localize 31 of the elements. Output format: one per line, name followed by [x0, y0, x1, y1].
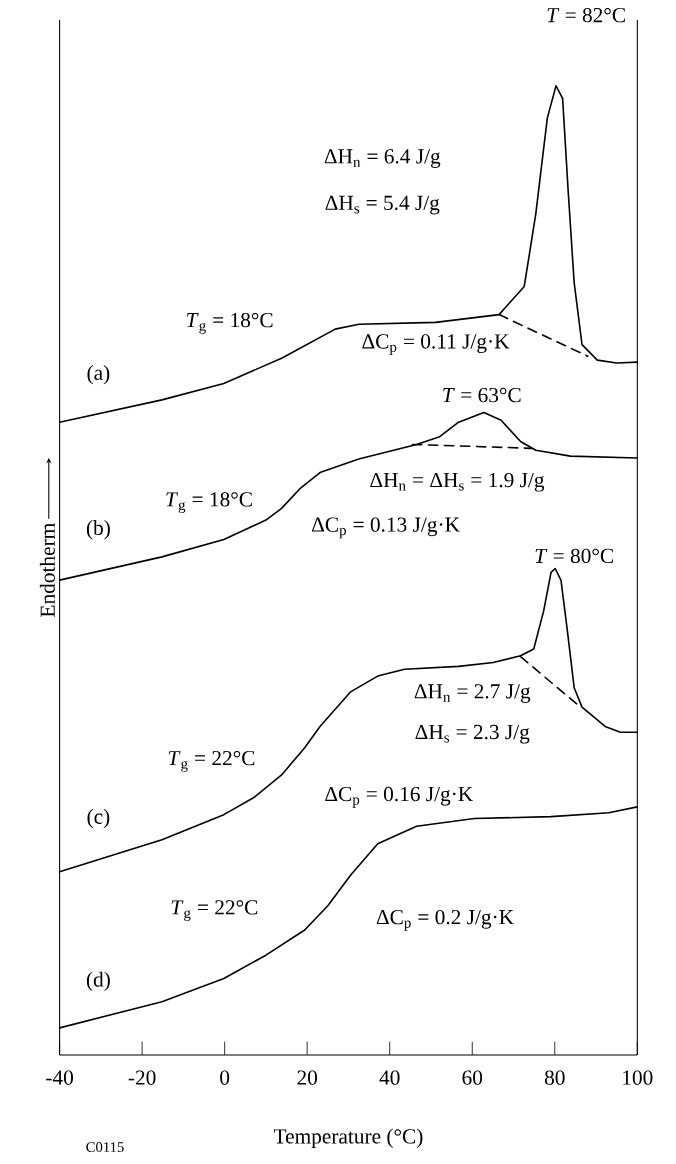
- annotation: ΔH$_{s}$ = 2.3 J/g: [415, 724, 530, 744]
- text: T = 82°C: [547, 7, 625, 23]
- x-tick-label: 100: [623, 1070, 653, 1085]
- annotation: ΔC$_{p}$ = 0.2 J/g·K: [376, 909, 514, 931]
- annotation: ΔC$_{p}$ = 0.11 J/g·K: [362, 334, 510, 356]
- series-label: (c): [87, 808, 110, 829]
- annotation: T = 80°C: [535, 548, 613, 564]
- text: C0115: [86, 1142, 124, 1153]
- x-tick-label: 0: [220, 1070, 230, 1085]
- x-tick-label: 40: [379, 1070, 400, 1085]
- series-label: (b): [86, 520, 110, 540]
- x-tick-label: -40: [46, 1070, 73, 1085]
- series-label: (d): [86, 971, 110, 992]
- x-tick-label: 20: [297, 1070, 318, 1085]
- annotation: ΔH$_{n}$ = 6.4 J/g: [324, 149, 441, 168]
- x-axis-title: Temperature (°C): [273, 1128, 423, 1148]
- annotation: ΔC$_{p}$ = 0.16 J/g·K: [325, 786, 473, 808]
- x-tick-label: 60: [462, 1070, 483, 1085]
- annotation: T$_{g}$ = 18°C: [186, 312, 273, 334]
- x-tick-label: 80: [544, 1070, 565, 1085]
- annotation: T = 63°C: [443, 387, 521, 403]
- x-tick-label: -20: [128, 1070, 156, 1085]
- annotation: T$_{g}$ = 22°C: [168, 750, 255, 772]
- series-label: (a): [87, 365, 110, 385]
- annotation: ΔC$_{p}$ = 0.13 J/g·K: [311, 517, 460, 539]
- annotation: ΔH$_{s}$ = 5.4 J/g: [325, 195, 440, 215]
- annotation: ΔH$_{n}$ = ΔH$_{s}$ = 1.9 J/g: [370, 472, 545, 492]
- annotation: T$_{g}$ = 18°C: [166, 492, 252, 514]
- annotation: ΔH$_{n}$ = 2.7 J/g: [414, 684, 531, 703]
- y-axis-title: Endotherm: [39, 523, 55, 617]
- annotation: T$_{g}$ = 22°C: [171, 900, 258, 922]
